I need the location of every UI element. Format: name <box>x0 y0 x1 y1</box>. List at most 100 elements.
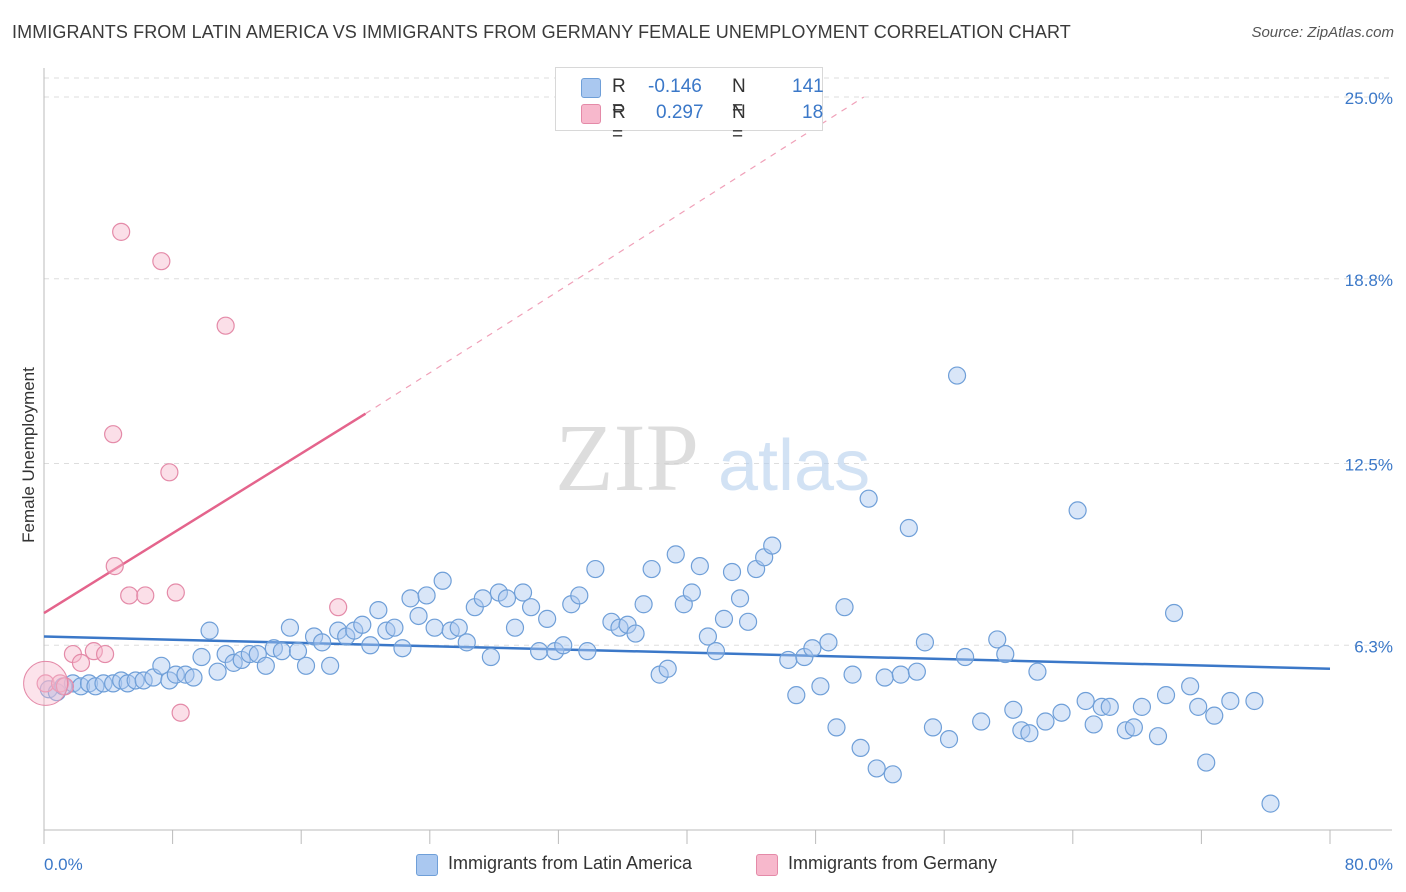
point-latin-america <box>94 674 113 693</box>
point-latin-america <box>972 712 991 731</box>
legend-r-label: R = <box>612 102 626 145</box>
point-germany <box>216 316 235 335</box>
point-latin-america <box>425 618 444 637</box>
point-latin-america <box>417 586 436 605</box>
point-latin-america <box>690 557 709 576</box>
series-legend: Immigrants from Latin America Immigrants… <box>0 852 1406 878</box>
point-latin-america <box>288 642 308 661</box>
point-latin-america <box>530 642 549 661</box>
point-latin-america <box>1148 727 1168 746</box>
point-latin-america <box>819 633 838 652</box>
point-latin-america <box>835 598 854 617</box>
point-latin-america <box>722 562 742 582</box>
point-germany <box>120 586 139 605</box>
point-latin-america <box>184 668 203 687</box>
trend-line-germany <box>43 412 367 615</box>
y-tick-label: 6.3% <box>1354 637 1393 656</box>
point-latin-america <box>1004 700 1023 719</box>
point-latin-america <box>811 677 830 696</box>
point-germany <box>36 674 55 693</box>
point-germany <box>95 644 115 664</box>
point-latin-america <box>1036 712 1055 731</box>
chart-title: IMMIGRANTS FROM LATIN AMERICA VS IMMIGRA… <box>12 22 1071 42</box>
legend-n-value: 141 <box>792 76 824 97</box>
legend-n-label: N = <box>732 76 746 119</box>
point-latin-america <box>1132 697 1152 716</box>
legend-swatch-pink <box>581 104 601 124</box>
point-latin-america <box>803 639 822 658</box>
point-latin-america <box>1189 697 1208 716</box>
point-latin-america <box>1164 603 1184 623</box>
point-latin-america <box>1076 691 1095 711</box>
x-tick-label: 80.0% <box>1345 855 1393 874</box>
point-latin-america <box>586 559 605 579</box>
point-latin-america <box>988 630 1007 649</box>
point-latin-america <box>738 612 758 631</box>
legend-swatch-blue <box>416 854 438 876</box>
point-germany <box>136 586 155 605</box>
data-points <box>23 222 1280 813</box>
point-latin-america <box>321 656 340 675</box>
y-tick-labels: 6.3% 12.5% 18.8% 25.0% <box>1345 89 1393 656</box>
point-latin-america <box>554 636 573 655</box>
point-germany <box>152 252 171 271</box>
point-latin-america <box>1052 703 1071 722</box>
watermark-atlas: atlas <box>718 426 870 506</box>
y-tick-label: 12.5% <box>1345 456 1393 475</box>
point-latin-america <box>1020 724 1039 743</box>
point-germany <box>84 642 103 661</box>
point-latin-america <box>682 583 701 602</box>
trend-lines <box>43 96 1331 670</box>
legend-label: Immigrants from Germany <box>788 853 998 873</box>
point-latin-america <box>763 536 782 555</box>
legend-r-value: -0.146 <box>648 76 702 97</box>
point-latin-america <box>883 765 902 784</box>
point-latin-america <box>1084 715 1103 734</box>
point-latin-america <box>505 618 525 637</box>
point-germany <box>105 557 124 576</box>
legend-n-value: 18 <box>802 102 824 123</box>
trend-line-latin-america <box>43 635 1331 670</box>
point-latin-america <box>473 589 492 608</box>
point-latin-america <box>851 738 870 758</box>
point-latin-america <box>457 633 476 652</box>
point-germany <box>50 674 70 693</box>
point-latin-america <box>1028 662 1047 681</box>
legend-r-value: 0.297 <box>656 102 704 123</box>
point-latin-america <box>779 650 798 670</box>
point-latin-america <box>256 656 275 675</box>
point-latin-america <box>1068 501 1087 520</box>
point-latin-america <box>923 718 943 737</box>
point-latin-america <box>915 633 935 652</box>
legend-label: Immigrants from Latin America <box>448 853 693 873</box>
point-latin-america <box>578 642 597 661</box>
point-latin-america <box>393 639 412 658</box>
point-latin-america <box>481 647 500 667</box>
point-latin-america <box>658 659 677 678</box>
point-latin-america <box>1261 794 1280 813</box>
point-latin-america <box>947 366 967 385</box>
point-latin-america <box>867 759 886 778</box>
legend-swatch-pink <box>756 854 778 876</box>
y-tick-label: 25.0% <box>1345 89 1393 108</box>
point-latin-america <box>1245 691 1264 711</box>
point-latin-america <box>166 665 185 684</box>
point-latin-america <box>208 662 227 681</box>
point-latin-america <box>369 600 388 620</box>
point-latin-america <box>1156 686 1176 705</box>
point-latin-america <box>666 545 685 564</box>
point-latin-america <box>521 598 541 617</box>
point-latin-america <box>497 589 517 608</box>
trend-extension-germany <box>365 96 865 415</box>
point-latin-america <box>843 665 862 684</box>
y-axis-label: Female Unemployment <box>19 367 38 543</box>
point-latin-america <box>939 730 959 749</box>
point-latin-america <box>272 642 292 661</box>
point-latin-america <box>1100 697 1119 716</box>
point-latin-america <box>1205 706 1224 725</box>
point-latin-america <box>626 624 645 643</box>
legend-swatch-blue <box>581 78 601 98</box>
point-latin-america <box>513 583 533 602</box>
point-latin-america <box>859 489 878 508</box>
point-latin-america <box>1124 718 1143 737</box>
